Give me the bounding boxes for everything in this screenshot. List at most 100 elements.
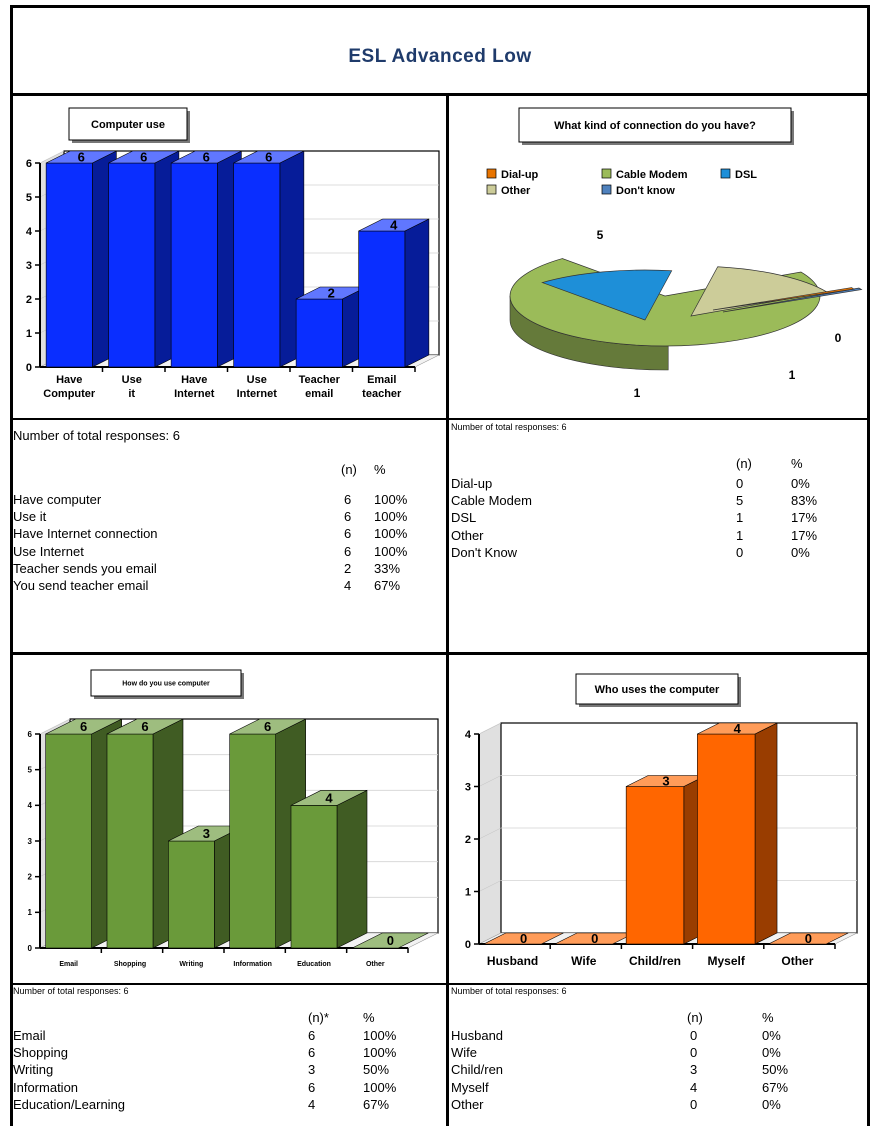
row-label: Have Internet connection <box>13 526 158 542</box>
bar-front <box>290 805 338 949</box>
y-tick-label: 4 <box>26 226 33 238</box>
x-tick-label: Wife <box>571 954 597 968</box>
row-pct: 0% <box>762 1096 781 1112</box>
row-label: Don't Know <box>451 544 518 560</box>
total-responses: Number of total responses: 6 <box>451 422 567 432</box>
x-tick-label: email <box>305 388 333 400</box>
pct-header: % <box>791 456 803 471</box>
bar-front <box>358 230 406 368</box>
column-header: (n)% <box>451 456 869 476</box>
x-tick-label: Myself <box>708 954 746 968</box>
row-n: 6 <box>344 543 352 559</box>
connection-type-chart: What kind of connection do you have? Dial… <box>486 107 863 400</box>
row-n: 6 <box>308 1045 316 1061</box>
connection-type-table: Number of total responses: 6 (n)% Dial-up 0… <box>451 422 869 642</box>
y-tick-label: 6 <box>26 158 32 170</box>
table-row: Myself 4 67% <box>451 1080 869 1100</box>
row-pct: 100% <box>363 1028 397 1043</box>
x-tick-label: Teacher <box>299 374 341 386</box>
table-row: Other 1 17% <box>451 528 869 548</box>
row-n: 6 <box>344 509 352 525</box>
row-n: 4 <box>308 1096 316 1112</box>
row-pct: 17% <box>791 527 818 543</box>
divider <box>448 418 870 420</box>
who-uses-chart: Who uses the computer 0 1 2 3 4 0 Husband 0 Wife 3… <box>465 673 858 968</box>
column-header: (n)% <box>451 1010 869 1030</box>
row-n: 4 <box>690 1079 698 1095</box>
bar <box>290 789 368 949</box>
title-box <box>90 669 242 697</box>
row-n: 4 <box>344 578 352 593</box>
bar-top <box>45 150 117 164</box>
y-tick-label: 4 <box>28 801 33 810</box>
bar-side <box>336 789 368 949</box>
pie-slice-top <box>690 266 829 317</box>
chart-title: Who uses the computer <box>595 684 720 696</box>
legend-swatch <box>601 168 612 179</box>
bar <box>483 932 564 945</box>
row-pct: 100% <box>374 543 408 559</box>
bar-front <box>45 733 92 949</box>
table-row: Dial-up 0 0% <box>451 476 869 496</box>
bar <box>233 150 305 368</box>
x-tick-label: Other <box>366 961 385 968</box>
y-tick-label: 5 <box>26 192 32 204</box>
bar <box>106 718 184 949</box>
legend-swatch <box>486 168 497 179</box>
row-pct: 0% <box>791 476 810 491</box>
table-row: Cable Modem 5 83% <box>451 493 869 513</box>
pie-slice-top <box>722 287 863 313</box>
x-tick-label: Use <box>247 374 267 386</box>
bar-top <box>229 718 306 735</box>
data-label: 3 <box>662 774 669 789</box>
row-pct: 100% <box>374 509 408 525</box>
row-label: Other <box>451 527 484 543</box>
y-tick-label: 1 <box>28 908 33 917</box>
bar-front <box>697 733 756 945</box>
bar <box>625 775 707 945</box>
data-label: 6 <box>78 150 85 165</box>
data-label: 0 <box>805 931 812 946</box>
bar-top <box>483 932 564 945</box>
row-label: Myself <box>451 1079 489 1095</box>
bar-top <box>170 150 242 164</box>
row-label: Education/Learning <box>13 1096 126 1112</box>
y-tick-label: 2 <box>26 294 32 306</box>
title-box <box>68 107 188 141</box>
pie-slice <box>722 287 863 313</box>
x-tick-label: Internet <box>174 388 215 400</box>
row-label: You send teacher email <box>13 578 149 593</box>
total-responses: Number of total responses: 6 <box>451 986 567 996</box>
row-n: 0 <box>736 476 744 491</box>
row-label: Have computer <box>13 492 102 507</box>
bar-top <box>233 150 305 164</box>
data-label: 3 <box>203 826 210 841</box>
y-tick-label: 0 <box>28 944 33 953</box>
bar-top <box>45 718 122 735</box>
data-label: 5 <box>597 228 604 242</box>
row-n: 6 <box>344 526 352 542</box>
row-label: Information <box>13 1079 79 1095</box>
bar-top <box>358 218 430 232</box>
row-pct: 0% <box>762 1028 781 1043</box>
data-label: 6 <box>264 719 271 734</box>
x-tick-label: Other <box>781 954 813 968</box>
bar-top <box>768 932 849 945</box>
bar <box>352 932 429 949</box>
y-tick-label: 2 <box>28 873 33 882</box>
data-label: 0 <box>591 931 598 946</box>
computer-use-chart: Computer use 0 1 2 3 4 5 6 6 Have Computer 6 Use it 6 H… <box>26 107 440 400</box>
bar-top <box>108 150 180 164</box>
table-row: Wife 0 0% <box>451 1045 869 1065</box>
row-pct: 50% <box>363 1062 390 1078</box>
who-uses-table: Number of total responses: 6 (n)% Husband 0… <box>451 986 869 1126</box>
y-tick-label: 3 <box>28 837 33 846</box>
data-label: 0 <box>835 331 842 345</box>
bar-top <box>352 932 429 949</box>
data-label: 0 <box>520 931 527 946</box>
row-label: Use Internet <box>13 543 84 559</box>
row-pct: 33% <box>374 560 401 576</box>
divider <box>10 418 447 420</box>
row-pct: 100% <box>363 1045 397 1061</box>
bar-side <box>754 722 778 945</box>
